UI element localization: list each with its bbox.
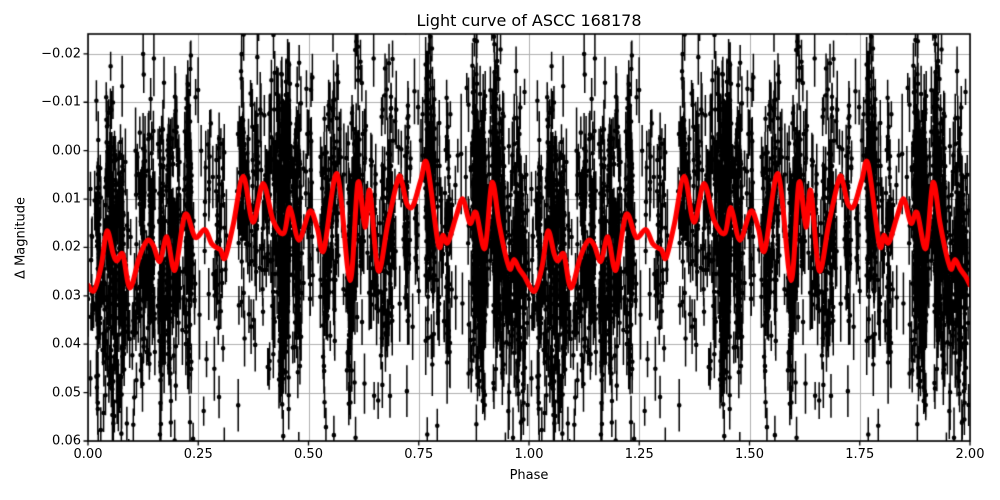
x-tick-label: 0.50 — [294, 447, 323, 462]
y-tick-label: 0.06 — [52, 433, 81, 449]
chart-title: Light curve of ASCC 168178 — [416, 11, 642, 30]
x-tick-label: 2.00 — [955, 447, 985, 462]
x-tick-label: 1.75 — [845, 447, 875, 462]
x-tick-label: 1.50 — [735, 447, 764, 462]
y-tick-label: 0.05 — [52, 385, 81, 401]
x-tick-label: 0.25 — [183, 447, 213, 462]
y-tick-label: 0.01 — [52, 191, 81, 207]
y-tick-label: 0.00 — [52, 143, 81, 159]
x-axis-label: Phase — [509, 468, 549, 483]
y-tick-label: −0.02 — [41, 46, 81, 62]
y-axis-label: Δ Magnitude — [13, 197, 29, 279]
x-tick-label: 0.75 — [404, 447, 434, 462]
x-tick-label: 1.25 — [624, 447, 654, 462]
x-tick-label: 1.00 — [514, 447, 544, 462]
x-tick-label: 0.00 — [73, 447, 103, 462]
y-tick-label: −0.01 — [41, 94, 81, 110]
y-tick-label: 0.04 — [52, 336, 81, 352]
y-tick-label: 0.03 — [52, 288, 81, 304]
y-tick-label: 0.02 — [52, 239, 81, 255]
